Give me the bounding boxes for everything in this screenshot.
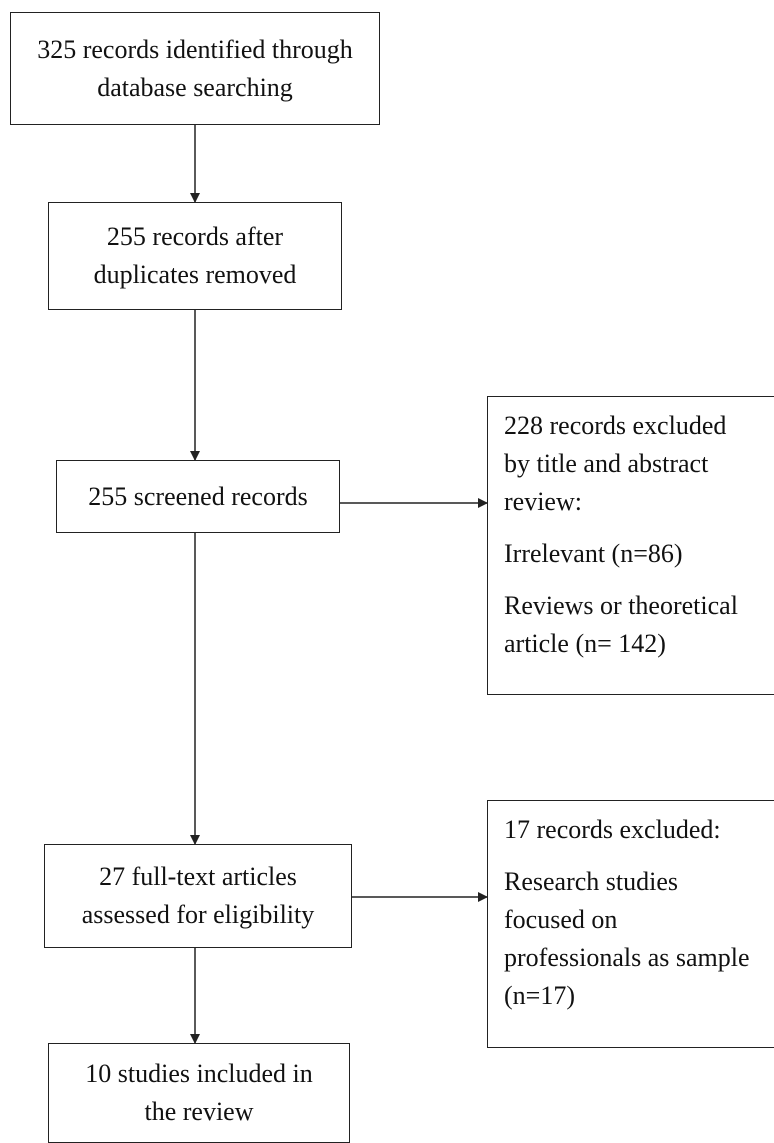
included-line-1: 10 studies included in — [85, 1059, 313, 1088]
excluded-screening-heading-line-1: 228 records excluded — [504, 411, 727, 440]
excluded-fulltext-heading-line: 17 records excluded: — [504, 815, 721, 844]
identified-records-box: 325 records identified through database … — [10, 12, 380, 125]
excluded-screening-box: 228 records excluded by title and abstra… — [487, 396, 774, 695]
excluded-fulltext-heading: 17 records excluded: — [504, 811, 768, 849]
excluded-reviews-line-1: Reviews or theoretical — [504, 591, 738, 620]
excluded-fulltext-box: 17 records excluded: Research studies fo… — [487, 800, 774, 1048]
excluded-screening-heading-line-3: review: — [504, 487, 582, 516]
excluded-fulltext-reason-line-4: (n=17) — [504, 981, 575, 1010]
excluded-reviews-line-2: article (n= 142) — [504, 629, 666, 658]
full-text-articles-box: 27 full-text articles assessed for eligi… — [44, 844, 352, 948]
screened-line-1: 255 screened records — [88, 481, 308, 511]
full-text-line-1: 27 full-text articles — [99, 862, 297, 891]
excluded-irrelevant: Irrelevant (n=86) — [504, 535, 768, 573]
excluded-irrelevant-line: Irrelevant (n=86) — [504, 539, 683, 568]
excluded-fulltext-reason-line-1: Research studies — [504, 867, 679, 896]
excluded-reviews: Reviews or theoretical article (n= 142) — [504, 587, 768, 663]
excluded-screening-heading-line-2: by title and abstract — [504, 449, 709, 478]
excluded-fulltext-reason-line-3: professionals as sample — [504, 943, 750, 972]
full-text-line-2: assessed for eligibility — [81, 900, 315, 929]
included-studies-box: 10 studies included in the review — [48, 1043, 350, 1143]
deduplicated-records-box: 255 records after duplicates removed — [48, 202, 342, 310]
screened-records-box: 255 screened records — [56, 460, 340, 533]
identified-line-2: database searching — [97, 72, 293, 102]
included-line-2: the review — [144, 1097, 254, 1126]
excluded-fulltext-reason-line-2: focused on — [504, 905, 618, 934]
identified-line-1: 325 records identified through — [37, 34, 353, 64]
excluded-fulltext-reason: Research studies focused on professional… — [504, 863, 768, 1015]
deduplicated-line-2: duplicates removed — [93, 260, 297, 289]
deduplicated-line-1: 255 records after — [106, 222, 284, 251]
excluded-screening-heading: 228 records excluded by title and abstra… — [504, 407, 768, 521]
